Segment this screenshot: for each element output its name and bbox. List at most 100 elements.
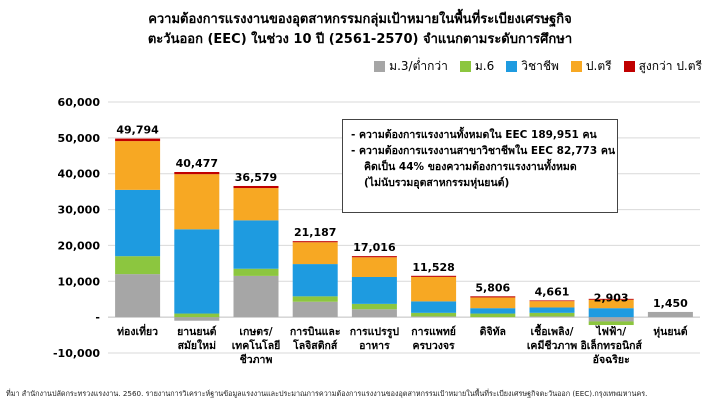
legend-swatch-above-bachelor [623, 61, 635, 72]
bar-segment [588, 298, 634, 300]
x-category-label: ชีวภาพ [240, 353, 273, 366]
bar-segment [292, 241, 338, 243]
legend-item-m3: ม.3/ต่ำกว่า [374, 57, 448, 76]
bar-segment [529, 316, 575, 318]
x-category-label: สมัยใหม่ [178, 338, 217, 352]
bar-segment [351, 309, 397, 318]
legend-item-above-bachelor: สูงกว่า ป.ตรี [623, 57, 702, 76]
bar-segment [411, 275, 457, 277]
y-tick-label: 60,000 [58, 96, 101, 109]
x-category-label: โลจิสติกส์ [292, 339, 338, 352]
bar-segment [351, 276, 397, 304]
bar-segment [233, 188, 279, 221]
x-category-label: เคมีชีวภาพ [527, 339, 577, 352]
bar-segment [411, 316, 457, 318]
x-category-label: เทคโนโลยี [232, 339, 281, 352]
bar-segment [115, 141, 161, 190]
y-tick-label: 30,000 [58, 204, 101, 217]
bar-total-label: 40,477 [176, 157, 218, 170]
x-category-label: ยานยนต์ [177, 325, 217, 338]
bar-segment [115, 256, 161, 275]
note-line-vocational: - ความต้องการแรงงานสาขาวิชาชีพใน EEC 82,… [351, 145, 616, 157]
bar-segment [351, 256, 397, 258]
bar-segment [588, 299, 634, 309]
bar-segment [470, 308, 516, 314]
x-category-label: เกษตร/ [239, 326, 272, 338]
x-category-label: ไฟฟ้า/ [595, 325, 626, 338]
legend-item-bachelor: ป.ตรี [570, 57, 612, 76]
legend-label-m6: ม.6 [474, 59, 495, 73]
bar-segment [411, 312, 457, 317]
bar-total-label: 2,903 [594, 292, 629, 305]
x-category-label: ดิจิทัล [479, 326, 506, 338]
bar-segment [529, 312, 575, 317]
bar-segment [233, 275, 279, 318]
y-tick-label: 40,000 [58, 168, 101, 181]
bar-segment [470, 297, 516, 309]
bar-segment [233, 185, 279, 189]
bar-segment [233, 220, 279, 269]
legend-label-m3: ม.3/ต่ำกว่า [389, 59, 448, 73]
x-category-label: ครบวงจร [413, 340, 456, 352]
source-footnote: ที่มา สำนักงานปลัดกระทรวงแรงงาน. 2560. ร… [6, 389, 648, 398]
legend-label-bachelor: ป.ตรี [585, 59, 612, 73]
legend-label-vocational: วิชาชีพ [521, 59, 559, 73]
legend-label-above-bachelor: สูงกว่า ป.ตรี [638, 59, 702, 73]
y-tick-label: 50,000 [58, 132, 101, 145]
bar-total-label: 17,016 [353, 241, 396, 254]
bar-total-label: 5,806 [475, 281, 510, 294]
bar-segment [411, 276, 457, 302]
x-category-label: การบินและ [290, 326, 341, 338]
y-tick-label: 20,000 [58, 239, 101, 252]
bar-total-label: 11,528 [412, 261, 454, 274]
bar-segment [529, 300, 575, 302]
bar-segment [588, 321, 634, 326]
x-category-label: การแปรรูป [350, 326, 400, 339]
legend-swatch-vocational [506, 61, 518, 72]
bar-segment [233, 268, 279, 276]
bar-segment [115, 189, 161, 257]
y-tick-label: - [95, 311, 100, 324]
note-line-total: - ความต้องการแรงงานทั้งหมดใน EEC 189,951… [351, 129, 597, 141]
x-category-label: การแพทย์ [411, 325, 456, 338]
bar-segment [292, 301, 338, 318]
legend-swatch-m3 [374, 61, 386, 72]
bar-segment [292, 264, 338, 297]
bar-segment [470, 296, 516, 298]
y-tick-label: 10,000 [58, 275, 101, 288]
x-category-label: อาหาร [359, 340, 390, 352]
chart-legend: ม.3/ต่ำกว่า ม.6 วิชาชีพ ป.ตรี สูงกว่า ป.… [374, 57, 702, 76]
bar-total-label: 1,450 [653, 297, 688, 310]
bar-total-label: 36,579 [235, 171, 277, 184]
y-tick-label: -10,000 [53, 347, 100, 360]
bar-segment [588, 317, 634, 322]
bar-segment [292, 242, 338, 265]
bar-segment [529, 301, 575, 308]
bar-segment [470, 313, 516, 318]
note-line-exclusion: (ไม่นับรวมอุตสาหกรรมหุ่นยนต์) [364, 177, 510, 189]
bar-segment [351, 303, 397, 310]
legend-swatch-bachelor [570, 61, 582, 72]
chart-title-line-1: ความต้องการแรงงานของอุตสาหกรรมกลุ่มเป้าห… [148, 12, 572, 27]
x-category-label: ท่องเที่ยว [117, 323, 158, 338]
bar-segment [174, 229, 220, 314]
bar-segment [647, 311, 693, 318]
bar-segment [115, 138, 161, 142]
bar-total-label: 49,794 [116, 124, 159, 137]
legend-item-vocational: วิชาชีพ [506, 57, 559, 76]
bar-segment [174, 313, 220, 318]
bar-segment [588, 308, 634, 318]
chart-title-line-2: ตะวันออก (EEC) ในช่วง 10 ปี (2561-2570) … [147, 32, 573, 47]
bar-segment [115, 274, 161, 318]
x-category-label: หุ่นยนต์ [653, 325, 687, 339]
legend-swatch-m6 [459, 61, 471, 72]
bar-segment [174, 174, 220, 230]
bar-total-label: 4,661 [535, 285, 570, 298]
bar-segment [529, 307, 575, 313]
bar-segment [174, 317, 220, 321]
bar-segment [351, 257, 397, 277]
bar-total-label: 21,187 [294, 226, 336, 239]
x-category-label: อัจฉริยะ [593, 354, 630, 366]
bar-segment [411, 301, 457, 313]
